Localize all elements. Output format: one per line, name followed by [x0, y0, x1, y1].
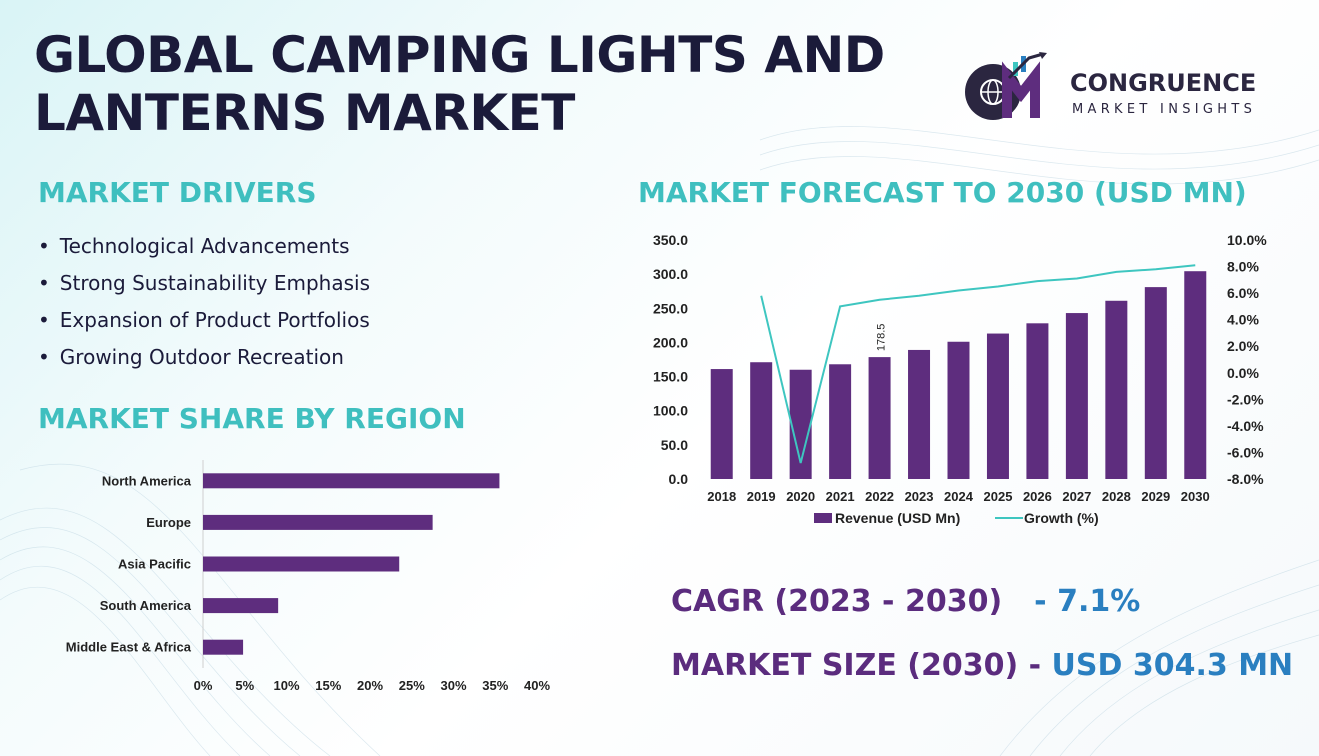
year-tick-label: 2026: [1023, 489, 1052, 504]
driver-item: Growing Outdoor Recreation: [38, 342, 370, 379]
page-title-line-1: GLOBAL CAMPING LIGHTS AND: [34, 26, 885, 84]
revenue-bar: [1026, 323, 1049, 479]
page-title: GLOBAL CAMPING LIGHTS AND LANTERNS MARKE…: [34, 26, 885, 142]
year-tick-label: 2023: [905, 489, 934, 504]
revenue-bar: [1065, 313, 1088, 479]
year-tick-label: 2024: [944, 489, 974, 504]
region-bar: [203, 556, 400, 572]
cm-globe-chart-logo-icon: [965, 52, 1047, 120]
region-x-tick-label: 20%: [357, 678, 383, 693]
growth-line: [760, 264, 1196, 464]
legend-growth-label: Growth (%): [1024, 510, 1099, 526]
region-x-tick-label: 10%: [273, 678, 299, 693]
revenue-bar: [986, 333, 1009, 479]
right-y-tick-label: 6.0%: [1227, 285, 1259, 301]
region-bar: [203, 473, 500, 489]
region-x-tick-label: 5%: [235, 678, 254, 693]
left-y-tick-label: 250.0: [653, 300, 688, 316]
region-x-tick-label: 40%: [524, 678, 550, 693]
left-y-tick-label: 200.0: [653, 334, 688, 350]
region-x-tick-label: 0%: [194, 678, 213, 693]
region-category-label: Middle East & Africa: [66, 640, 192, 655]
right-y-tick-label: 8.0%: [1227, 259, 1259, 275]
market-drivers-list: Technological Advancements Strong Sustai…: [38, 231, 370, 379]
right-y-tick-label: -2.0%: [1227, 391, 1264, 407]
right-y-tick-label: -4.0%: [1227, 418, 1264, 434]
year-tick-label: 2025: [984, 489, 1013, 504]
market-size-stat: MARKET SIZE (2030) - USD 304.3 MN: [671, 648, 1293, 683]
region-bar: [203, 598, 279, 614]
year-tick-label: 2028: [1102, 489, 1131, 504]
region-bar: [203, 639, 244, 655]
revenue-bar: [710, 369, 733, 479]
market-drivers-heading: MARKET DRIVERS: [38, 176, 317, 209]
revenue-bar: [947, 341, 970, 479]
legend-revenue-swatch: [814, 513, 832, 523]
year-tick-label: 2029: [1141, 489, 1170, 504]
left-y-tick-label: 300.0: [653, 266, 688, 282]
driver-item: Strong Sustainability Emphasis: [38, 268, 370, 305]
revenue-bar: [1105, 300, 1128, 479]
right-y-tick-label: 2.0%: [1227, 338, 1259, 354]
year-tick-label: 2018: [707, 489, 736, 504]
driver-item: Technological Advancements: [38, 231, 370, 268]
left-y-tick-label: 100.0: [653, 403, 688, 419]
cagr-label: CAGR (2023 - 2030): [671, 584, 1003, 619]
region-category-label: Asia Pacific: [118, 557, 191, 572]
cagr-value: - 7.1%: [1034, 584, 1141, 619]
region-category-label: North America: [102, 473, 192, 488]
year-tick-label: 2020: [786, 489, 815, 504]
right-y-tick-label: -6.0%: [1227, 444, 1264, 460]
region-x-tick-label: 30%: [440, 678, 466, 693]
right-y-tick-label: -8.0%: [1227, 471, 1264, 487]
forecast-chart: 0.0 50.0 100.0 150.0 200.0 250.0 300.0 350.0 -8.…: [653, 232, 1267, 526]
region-category-label: Europe: [146, 515, 191, 530]
left-y-tick-label: 150.0: [653, 369, 688, 385]
revenue-bar: [908, 349, 931, 479]
left-y-tick-label: 350.0: [653, 232, 688, 248]
cagr-stat: CAGR (2023 - 2030) - 7.1%: [671, 584, 1140, 619]
region-x-tick-label: 35%: [482, 678, 508, 693]
right-y-tick-label: 4.0%: [1227, 312, 1259, 328]
region-category-label: South America: [100, 598, 192, 613]
logo-tagline: MARKET INSIGHTS: [1072, 102, 1257, 117]
year-tick-label: 2019: [747, 489, 776, 504]
market-share-heading: MARKET SHARE BY REGION: [38, 402, 466, 435]
revenue-bar: [1184, 271, 1207, 479]
left-y-tick-label: 0.0: [669, 471, 689, 487]
revenue-bar: [1144, 287, 1167, 479]
congruence-logo: CONGRUENCE MARKET INSIGHTS: [963, 52, 1293, 124]
revenue-bar: [789, 369, 812, 479]
year-tick-label: 2030: [1181, 489, 1210, 504]
revenue-bar: [829, 364, 852, 479]
year-tick-label: 2027: [1062, 489, 1091, 504]
revenue-data-label: 178.5: [876, 324, 888, 352]
region-bar: [203, 514, 433, 530]
page-title-line-2: LANTERNS MARKET: [34, 84, 575, 142]
market-size-label: MARKET SIZE (2030) -: [671, 648, 1042, 683]
revenue-bar: [868, 357, 891, 479]
right-y-tick-label: 0.0%: [1227, 365, 1259, 381]
driver-item: Expansion of Product Portfolios: [38, 305, 370, 342]
market-size-value: USD 304.3 MN: [1051, 648, 1294, 683]
year-tick-label: 2021: [826, 489, 855, 504]
revenue-bar: [750, 362, 773, 479]
right-y-tick-label: 10.0%: [1227, 232, 1267, 248]
legend-revenue-label: Revenue (USD Mn): [835, 510, 960, 526]
forecast-heading: MARKET FORECAST TO 2030 (USD MN): [638, 176, 1247, 209]
logo-name: CONGRUENCE: [1070, 69, 1257, 97]
year-tick-label: 2022: [865, 489, 894, 504]
left-y-tick-label: 50.0: [661, 437, 688, 453]
region-share-chart: North America Europe Asia Pacific South Ame…: [66, 460, 550, 693]
region-x-tick-label: 15%: [315, 678, 341, 693]
region-x-tick-label: 25%: [399, 678, 425, 693]
